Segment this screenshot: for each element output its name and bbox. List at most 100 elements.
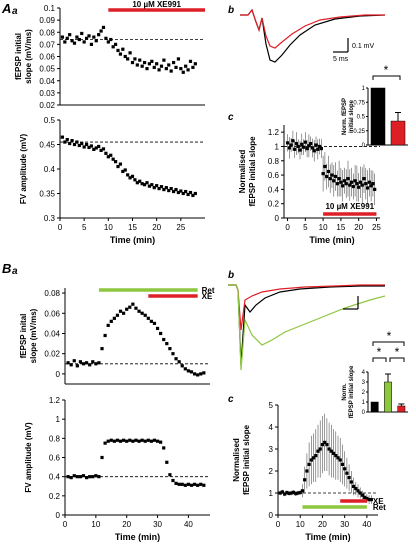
Ac-point [298, 148, 302, 152]
Ba_top-point [81, 362, 86, 366]
Ba_bottom-point [112, 439, 116, 443]
Ac-point [328, 177, 332, 181]
Ba_top-ytick-label: 0.08 [44, 289, 60, 298]
Ba_top-point [165, 341, 169, 346]
Ba_bottom-xlabel: Time (min) [115, 532, 160, 542]
Ac-xtick-label: 15 [336, 223, 345, 232]
Ba_bottom-point [168, 473, 172, 477]
Aa_bottom-point [111, 157, 115, 161]
Ba_bottom-point [171, 478, 175, 483]
Bc-point [354, 487, 358, 491]
Ba_bottom-xtick-label: 30 [153, 520, 162, 529]
Aa_bottom-point [157, 187, 161, 191]
Aa_top-ytick-label: 0.05 [39, 65, 55, 74]
Bb-inset-sig-star: * [377, 345, 382, 359]
Ba_top-point [118, 309, 123, 313]
Ac-point [344, 182, 348, 186]
Aa_top-point [162, 58, 166, 62]
Ac-point [305, 147, 309, 151]
Ba_bottom-point [100, 455, 104, 460]
Ba_bottom-point [199, 482, 203, 486]
Aa_top-ytick-label: 0.03 [39, 89, 55, 98]
Ba_top-point [69, 363, 73, 367]
Ac-xlabel: Time (min) [309, 235, 354, 245]
Ba_top-point [174, 357, 178, 361]
Aa_bottom-panel [57, 119, 205, 221]
Aa_bottom-point [99, 148, 103, 152]
Aa_top-point [157, 68, 161, 72]
Ba_bottom-point [84, 476, 89, 480]
Aa_top-point [89, 42, 94, 46]
Aa_bottom-xtick-label: 25 [176, 223, 185, 232]
Aa_bottom-point [181, 191, 185, 196]
Bc-point [283, 492, 287, 496]
Ac-xtick-label: 10 [319, 223, 328, 232]
Ba_bottom-point [103, 441, 107, 445]
Ba_top-point [177, 360, 181, 364]
Bc-point [294, 492, 298, 496]
Ac-ytick-label: 1.2 [268, 128, 280, 137]
Ba_top-point [84, 361, 89, 365]
Ba_bottom-ytick-label: 0.4 [49, 473, 61, 482]
Ba_bottom-point [186, 482, 191, 486]
Ba_top-point [131, 302, 135, 306]
Aa_top-ytick-label: 0.04 [39, 77, 55, 86]
Aa_top-panel [57, 7, 205, 106]
Ba_bottom-point [97, 475, 101, 479]
Aa_top-point [130, 60, 135, 65]
Aa_top-point [82, 40, 86, 44]
Ba_top-point [149, 319, 153, 323]
Ba_top-point [152, 321, 157, 325]
Ac-point [300, 142, 304, 146]
Ba_bottom-point [91, 475, 95, 479]
Ac-point [332, 179, 336, 183]
Ba_bottom-point [192, 482, 197, 486]
Aa_bottom-point [94, 146, 98, 150]
Bc-point [331, 451, 336, 455]
Ac-point [294, 142, 299, 146]
Aa_top-point [186, 68, 190, 72]
Bb-inset-sig-star: * [387, 329, 392, 343]
Aa_top-point [72, 41, 77, 45]
Bb-inset-sig-bracket [372, 357, 387, 362]
Ba_bottom-ytick-label: 0.6 [49, 454, 61, 463]
Ba_bottom-point [180, 482, 184, 486]
Aa_top-point [99, 29, 103, 33]
Ba_top-point [159, 331, 163, 336]
Bc-ytick-label: 2 [269, 467, 274, 476]
Ba_top-point [103, 333, 107, 338]
panel-label-B-b: b [228, 270, 234, 281]
Ac-point [365, 186, 370, 190]
Ba_bottom-point [66, 475, 70, 479]
Aa_bottom-point [162, 187, 166, 192]
Ba_bottom-point [115, 438, 120, 442]
Ac-point [346, 177, 350, 181]
Ac-point [330, 173, 334, 177]
Ac-point [348, 183, 352, 187]
Ab_inset-ylabel: Norm. fEPSP [342, 98, 348, 135]
Bc-ytick-label: 5 [269, 401, 274, 410]
Ba_bottom-point [162, 446, 166, 450]
Bb_inset-ylabel: fEPSP initial slope [349, 365, 355, 418]
Aa_bottom-point [152, 186, 156, 190]
panel-label-B: B [2, 261, 11, 276]
Ba_bottom-ytick-label: 0.8 [49, 434, 61, 443]
Ba_top-ytick-label: 0.06 [44, 309, 60, 318]
Ab-scalebar-x-label: 5 ms [333, 56, 349, 63]
Ba_top-point [183, 367, 187, 371]
plots-layer: 0.02 0.03 0.04 0.05 0.06 0.07 0.08 0.09 0.1 fEPSP… [14, 0, 408, 542]
Bc-point [345, 471, 349, 475]
Bb_inset-ytick-label: 4 [362, 370, 366, 376]
Ac-ytick-label: 1 [275, 142, 280, 151]
Ba_bottom-point [155, 439, 160, 443]
Aa_bottom-ylabel: FV amplitude (mV) [19, 134, 28, 205]
Ba_bottom-ytick-label: 1 [56, 415, 61, 424]
Ba_bottom-xtick-label: 40 [184, 520, 193, 529]
Ba_top-point [140, 311, 144, 315]
Aa_bottom-point [106, 155, 110, 159]
Ac-ytick-label: 0.4 [268, 185, 280, 194]
Ac-point [333, 174, 338, 179]
Aa_top-point [65, 36, 69, 40]
Aa_top-ytick-label: 0.06 [39, 53, 55, 62]
Ba_bottom-point [78, 475, 83, 479]
